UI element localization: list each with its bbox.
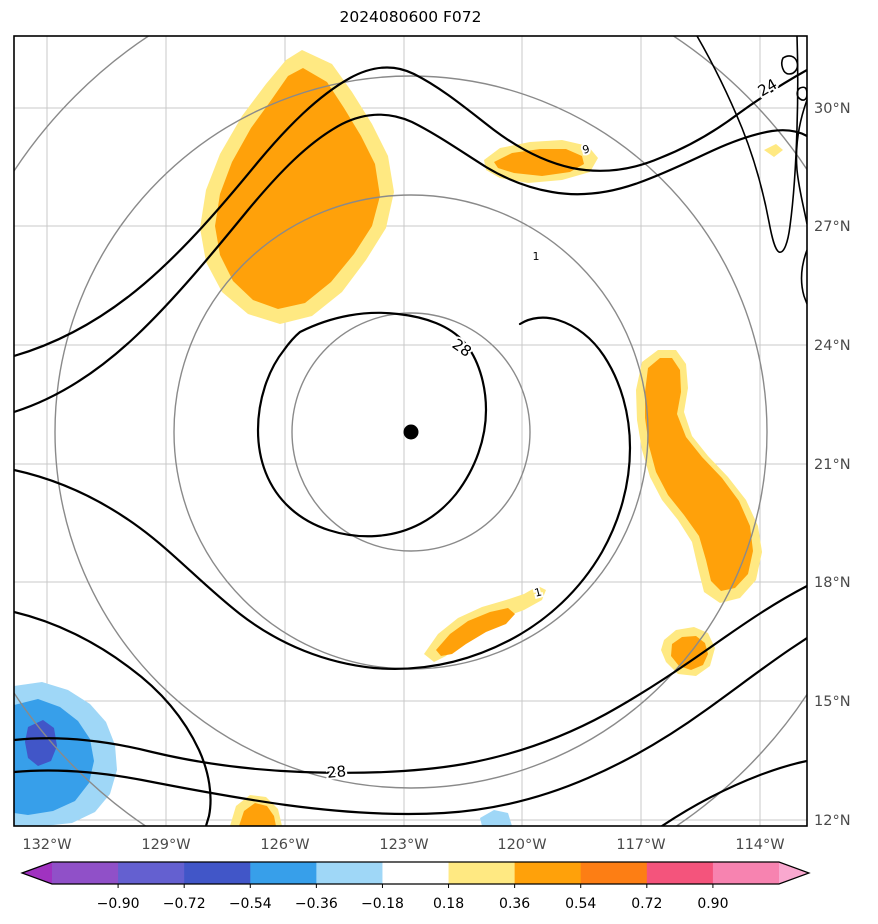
shaded-anomaly-region — [25, 720, 57, 766]
y-tick-label: 21°N — [814, 457, 851, 473]
colorbar-tick-label: 0.36 — [499, 896, 530, 912]
x-tick-label: 132°W — [22, 837, 71, 853]
colorbar-left-arrow — [22, 862, 52, 884]
x-tick-label: 126°W — [260, 837, 309, 853]
colorbar-tick-label: 0.54 — [565, 896, 596, 912]
y-tick-label: 12°N — [814, 813, 851, 829]
shaded-anomaly-region — [239, 803, 276, 826]
colorbar-outline — [20, 861, 811, 885]
colorbar-segment — [382, 862, 450, 884]
colorbar-segment — [514, 862, 582, 884]
colorbar-tick-label: −0.72 — [163, 896, 206, 912]
x-tick-label: 114°W — [735, 837, 784, 853]
shaded-anomaly-region — [215, 68, 380, 309]
colorbar-tick-label: −0.90 — [97, 896, 140, 912]
colorbar-segment — [184, 862, 251, 884]
storm-center-marker — [403, 424, 419, 440]
contour-label: 24 — [755, 75, 781, 100]
colorbar-segment — [118, 862, 185, 884]
contour-line — [256, 311, 488, 538]
contour-line — [14, 113, 807, 414]
contour-line — [14, 584, 807, 774]
shaded-anomaly-region — [436, 608, 515, 656]
colorbar-segment — [250, 862, 317, 884]
colorbar-segment — [646, 862, 714, 884]
colorbar-right-arrow — [779, 862, 809, 884]
map-frame — [13, 35, 808, 827]
contour-line — [14, 610, 212, 826]
colorbar-segment — [712, 862, 780, 884]
x-tick-label: 123°W — [379, 837, 428, 853]
colorbar-tick-label: 0.72 — [631, 896, 662, 912]
y-tick-label: 18°N — [814, 575, 851, 591]
colorbar-tick-label: −0.18 — [361, 896, 404, 912]
contour-label: 1 — [533, 250, 540, 263]
colorbar-segment — [316, 862, 383, 884]
y-tick-label: 24°N — [814, 338, 851, 354]
y-tick-label: 27°N — [814, 219, 851, 235]
contour-line — [14, 316, 632, 670]
contour-line — [14, 636, 807, 816]
contour-line — [14, 66, 807, 358]
coastline — [696, 36, 799, 253]
colorbar-segment — [580, 862, 648, 884]
shaded-anomaly-region — [480, 810, 512, 826]
coastline — [781, 55, 799, 75]
coastline — [795, 99, 807, 225]
shaded-anomaly-region — [645, 358, 753, 591]
shaded-anomaly-region — [494, 149, 584, 176]
colorbar-tick-label: 0.18 — [433, 896, 464, 912]
colorbar: −0.90 −0.72 −0.54 −0.36 −0.18 0.18 0.36 0.54 0.7… — [20, 861, 811, 912]
colorbar-tick-label: −0.36 — [295, 896, 338, 912]
shaded-anomaly-region — [764, 144, 783, 157]
coastline — [796, 86, 807, 101]
x-tick-label: 120°W — [497, 837, 546, 853]
x-tick-label: 129°W — [141, 837, 190, 853]
colorbar-tick-label: 0.90 — [697, 896, 728, 912]
range-ring — [291, 312, 531, 552]
colorbar-tick-label: −0.54 — [229, 896, 272, 912]
contour-label: 28 — [449, 335, 475, 361]
y-tick-label: 15°N — [814, 694, 851, 710]
range-ring — [54, 75, 768, 789]
plot-title: 2024080600 F072 — [339, 8, 482, 26]
contour-label: 28 — [326, 762, 347, 782]
colorbar-segment — [52, 862, 119, 884]
contour-line — [660, 759, 807, 826]
colorbar-segment — [448, 862, 516, 884]
coastline — [800, 249, 807, 305]
y-tick-label: 30°N — [814, 101, 851, 117]
x-tick-label: 117°W — [616, 837, 665, 853]
